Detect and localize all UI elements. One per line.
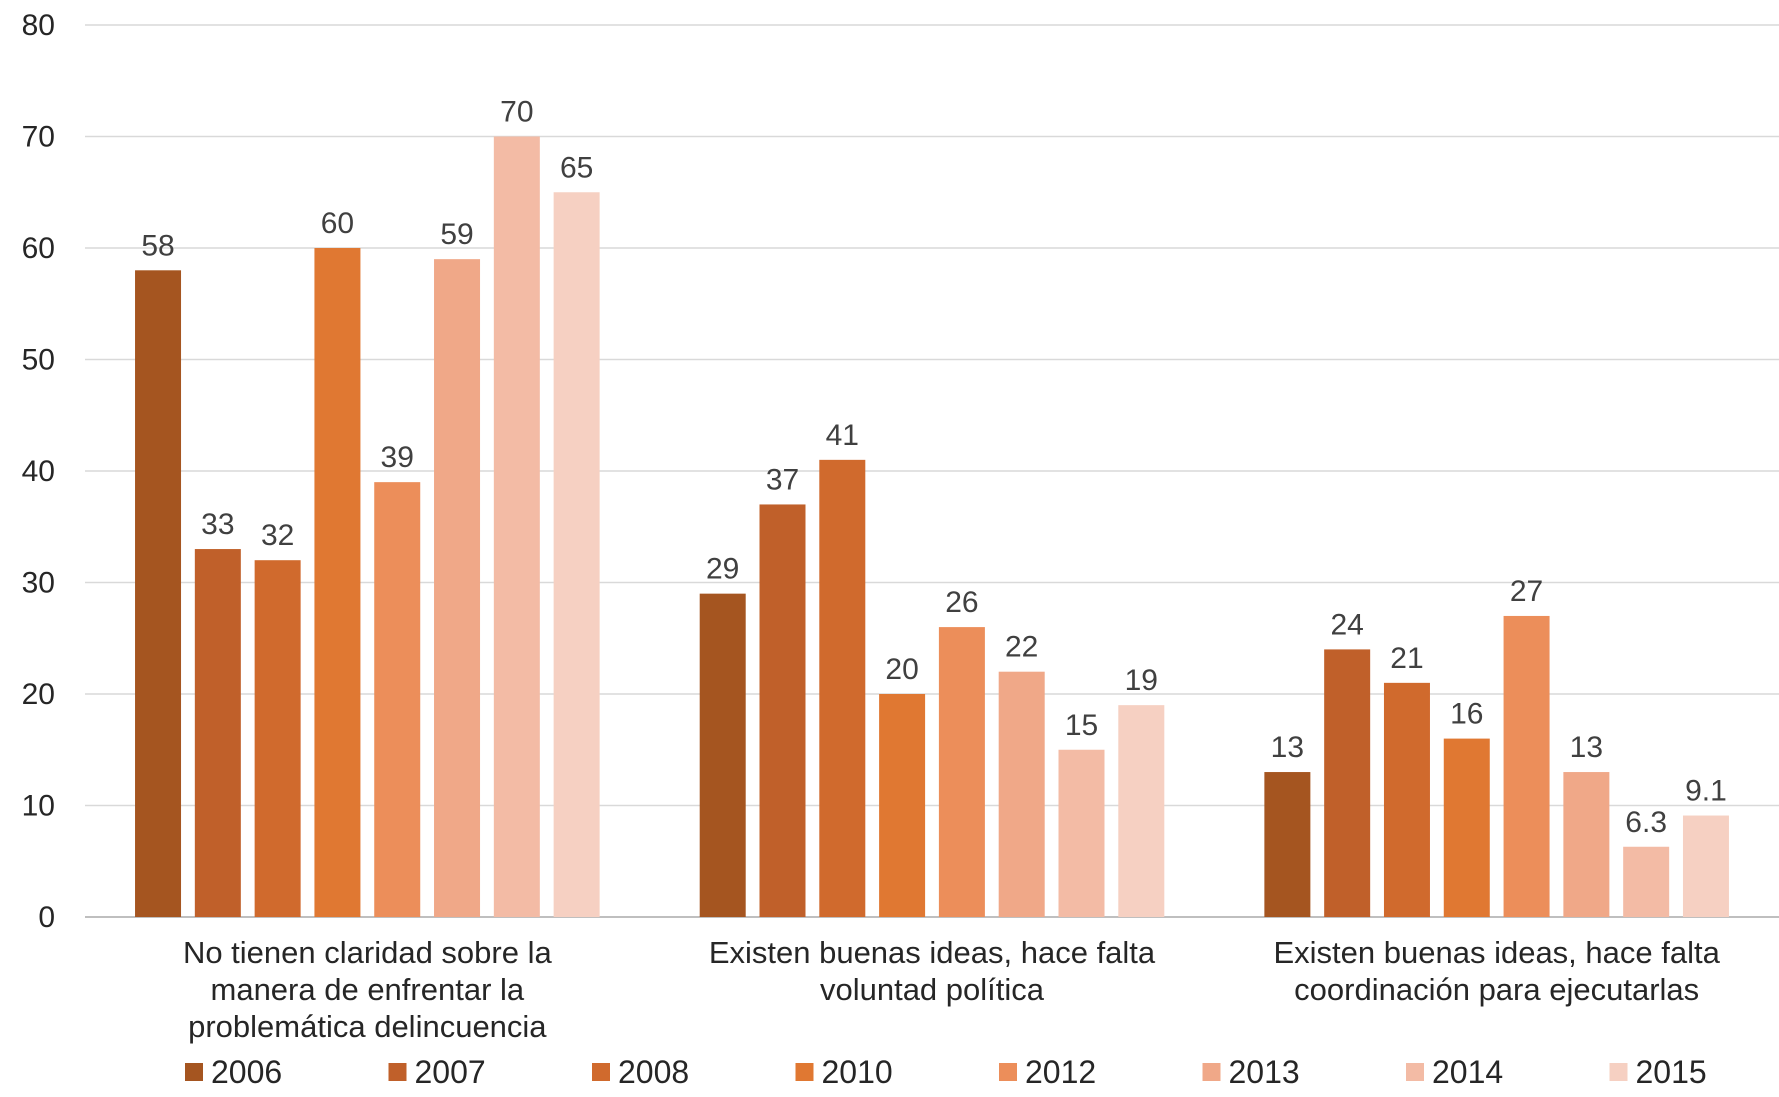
bars (135, 136, 1729, 917)
legend-swatch (1406, 1063, 1424, 1081)
bar-2015 (1682, 815, 1729, 917)
bar-2014 (1058, 749, 1105, 917)
legend-swatch (185, 1063, 203, 1081)
data-label: 9.1 (1685, 775, 1727, 808)
bar-2008 (1383, 682, 1430, 917)
legend-swatch (1609, 1063, 1628, 1081)
data-label: 41 (826, 419, 859, 452)
data-label: 29 (706, 553, 739, 586)
data-label: 60 (321, 207, 354, 240)
legend-item-2007: 2007 (388, 1054, 486, 1090)
legend-label: 2014 (1432, 1054, 1503, 1090)
legend-item-2012: 2012 (999, 1054, 1096, 1090)
data-label: 32 (261, 519, 294, 552)
category-label: manera de enfrentar la (211, 972, 525, 1007)
y-tick-label: 50 (22, 344, 55, 377)
y-tick-label: 10 (22, 790, 55, 823)
y-tick-label: 70 (22, 121, 55, 154)
data-label: 13 (1570, 731, 1603, 764)
y-tick-label: 40 (22, 455, 55, 488)
bar-2012 (1503, 615, 1550, 917)
bar-2012 (938, 627, 985, 917)
bar-2010 (1443, 738, 1490, 917)
data-label: 19 (1125, 664, 1158, 697)
legend-label: 2007 (415, 1054, 486, 1090)
category-label: No tienen claridad sobre la (183, 935, 553, 970)
legend-swatch (1202, 1063, 1221, 1081)
bar-2013 (1563, 772, 1610, 917)
legend-label: 2008 (618, 1054, 689, 1090)
bar-2006 (1264, 772, 1311, 917)
bar-2010 (879, 694, 926, 917)
data-label: 27 (1510, 575, 1543, 608)
data-label: 37 (766, 463, 799, 496)
legend-item-2008: 2008 (592, 1054, 689, 1090)
data-label: 13 (1271, 731, 1304, 764)
data-label: 20 (885, 653, 918, 686)
bar-2013 (434, 259, 481, 917)
category-label: Existen buenas ideas, hace falta (709, 935, 1156, 970)
category-label: Existen buenas ideas, hace falta (1273, 935, 1720, 970)
data-label: 33 (201, 508, 234, 541)
data-label: 65 (560, 151, 593, 184)
legend-item-2010: 2010 (795, 1054, 893, 1090)
data-label: 59 (440, 218, 473, 251)
bar-2008 (254, 560, 301, 917)
legend-label: 2013 (1229, 1054, 1300, 1090)
bar-2007 (759, 504, 806, 917)
bar-2015 (553, 192, 600, 917)
data-label: 39 (381, 441, 414, 474)
data-label: 6.3 (1625, 806, 1667, 839)
bar-2008 (819, 459, 866, 917)
bar-2014 (493, 136, 540, 917)
y-tick-label: 0 (38, 901, 55, 934)
legend-swatch (388, 1063, 407, 1081)
y-axis-ticks: 0 10 20 30 40 50 60 70 80 (22, 9, 55, 934)
y-tick-label: 30 (22, 567, 55, 600)
bar-2007 (1324, 649, 1371, 917)
category-label: problemática delincuencia (188, 1009, 547, 1044)
data-label: 21 (1390, 642, 1423, 675)
data-label: 70 (500, 96, 533, 129)
legend-item-2015: 2015 (1609, 1054, 1707, 1090)
bar-2006 (699, 593, 746, 917)
legend-item-2006: 2006 (185, 1054, 282, 1090)
data-label: 24 (1330, 608, 1363, 641)
data-label: 15 (1065, 709, 1098, 742)
data-label: 16 (1450, 698, 1483, 731)
legend-swatch (592, 1063, 610, 1081)
gridlines (85, 24, 1779, 918)
bar-2012 (374, 482, 421, 917)
category-label: coordinación para ejecutarlas (1294, 972, 1699, 1007)
bar-2010 (314, 248, 361, 917)
legend-swatch (795, 1063, 814, 1081)
legend-label: 2006 (211, 1054, 282, 1090)
y-tick-label: 80 (22, 9, 55, 42)
legend-label: 2015 (1636, 1054, 1707, 1090)
legend: 2006 2007 2008 2010 2012 2013 2014 2015 (185, 1054, 1707, 1090)
y-tick-label: 60 (22, 232, 55, 265)
data-label: 26 (945, 586, 978, 619)
data-labels: 58 33 32 60 39 59 70 65 29 37 41 20 26 22 15 19 13 24 21 16… (141, 96, 1726, 839)
legend-swatch (999, 1063, 1017, 1081)
bar-2006 (135, 270, 182, 917)
bar-2015 (1118, 705, 1165, 917)
legend-item-2014: 2014 (1406, 1054, 1503, 1090)
y-tick-label: 20 (22, 678, 55, 711)
legend-label: 2012 (1025, 1054, 1096, 1090)
bar-2007 (194, 549, 241, 917)
legend-label: 2010 (822, 1054, 893, 1090)
category-label: voluntad política (820, 972, 1045, 1007)
legend-item-2013: 2013 (1202, 1054, 1300, 1090)
bar-2013 (998, 671, 1045, 917)
data-label: 22 (1005, 631, 1038, 664)
bar-2014 (1623, 846, 1670, 917)
data-label: 58 (141, 229, 174, 262)
